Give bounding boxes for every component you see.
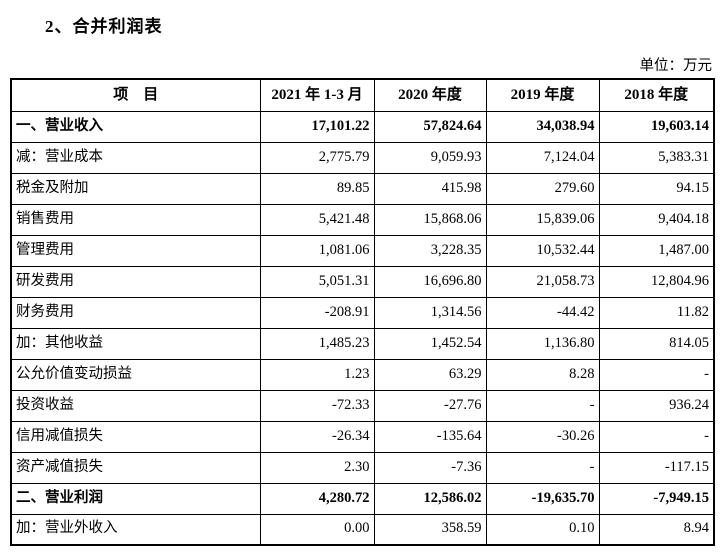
header-row: 项 目 2021 年 1-3 月 2020 年度 2019 年度 2018 年度: [10, 78, 715, 112]
row-label: 研发费用: [10, 265, 261, 298]
section-title: 2、合并利润表: [45, 17, 163, 36]
row-value: 9,059.93: [373, 141, 487, 174]
row-value: 7,124.04: [485, 141, 600, 174]
row-value: 10,532.44: [485, 234, 600, 267]
table-body: 一、营业收入 17,101.22 57,824.64 34,038.94 19,603.…: [10, 110, 715, 546]
table-row: 加：营业外收入 0.00 358.59 0.10 8.94: [10, 513, 715, 546]
row-label: 信用减值损失: [10, 420, 261, 453]
table-row: 研发费用 5,051.31 16,696.80 21,058.73 12,804.96: [10, 265, 715, 298]
table-header: 项 目 2021 年 1-3 月 2020 年度 2019 年度 2018 年度: [10, 78, 715, 112]
row-value: 5,383.31: [598, 141, 715, 174]
income-statement-table: 项 目 2021 年 1-3 月 2020 年度 2019 年度 2018 年度…: [10, 78, 715, 546]
row-value: 9,404.18: [598, 203, 715, 236]
row-label: 加：其他收益: [10, 327, 261, 360]
row-label: 资产减值损失: [10, 451, 261, 484]
row-label: 减：营业成本: [10, 141, 261, 174]
row-value: 936.24: [598, 389, 715, 422]
row-value: -: [485, 389, 600, 422]
row-value: 63.29: [373, 358, 487, 391]
row-value: -: [598, 420, 715, 453]
table-row: 管理费用 1,081.06 3,228.35 10,532.44 1,487.00: [10, 234, 715, 267]
row-value: 0.00: [259, 513, 375, 546]
table-row: 税金及附加 89.85 415.98 279.60 94.15: [10, 172, 715, 205]
column-header-2019: 2019 年度: [485, 78, 600, 112]
table-row: 加：其他收益 1,485.23 1,452.54 1,136.80 814.05: [10, 327, 715, 360]
table-row: 二、营业利润 4,280.72 12,586.02 -19,635.70 -7,949.…: [10, 482, 715, 515]
row-value: 15,868.06: [373, 203, 487, 236]
row-label: 财务费用: [10, 296, 261, 329]
table-row: 信用减值损失 -26.34 -135.64 -30.26-: [10, 420, 715, 453]
column-header-2018: 2018 年度: [598, 78, 715, 112]
row-value: 8.94: [598, 513, 715, 546]
row-value: 21,058.73: [485, 265, 600, 298]
row-label: 公允价值变动损益: [10, 358, 261, 391]
row-value: 16,696.80: [373, 265, 487, 298]
row-value: 17,101.22: [259, 110, 375, 143]
table-row: 销售费用 5,421.48 15,868.06 15,839.06 9,404.18: [10, 203, 715, 236]
row-value: 3,228.35: [373, 234, 487, 267]
row-value: -208.91: [259, 296, 375, 329]
row-value: 1,136.80: [485, 327, 600, 360]
row-value: -44.42: [485, 296, 600, 329]
row-label: 销售费用: [10, 203, 261, 236]
row-value: 11.82: [598, 296, 715, 329]
table-row: 财务费用 -208.91 1,314.56 -44.42 11.82: [10, 296, 715, 329]
row-value: -: [485, 451, 600, 484]
row-value: 19,603.14: [598, 110, 715, 143]
row-value: -7,949.15: [598, 482, 715, 515]
row-value: -30.26: [485, 420, 600, 453]
row-value: 94.15: [598, 172, 715, 205]
row-value: 279.60: [485, 172, 600, 205]
table-row: 投资收益 -72.33 -27.76-936.24: [10, 389, 715, 422]
row-value: 358.59: [373, 513, 487, 546]
row-value: 8.28: [485, 358, 600, 391]
row-value: 5,421.48: [259, 203, 375, 236]
row-value: 1,485.23: [259, 327, 375, 360]
row-value: -72.33: [259, 389, 375, 422]
column-header-2020: 2020 年度: [373, 78, 487, 112]
row-value: 1,452.54: [373, 327, 487, 360]
row-value: -: [598, 358, 715, 391]
row-value: 2,775.79: [259, 141, 375, 174]
table-row: 资产减值损失 2.30 -7.36- -117.15: [10, 451, 715, 484]
row-value: 2.30: [259, 451, 375, 484]
row-value: 15,839.06: [485, 203, 600, 236]
row-value: 1,081.06: [259, 234, 375, 267]
row-value: 1,314.56: [373, 296, 487, 329]
row-value: 34,038.94: [485, 110, 600, 143]
unit-label: 单位：万元: [639, 58, 713, 74]
row-value: 89.85: [259, 172, 375, 205]
row-value: -27.76: [373, 389, 487, 422]
row-value: 12,804.96: [598, 265, 715, 298]
row-label: 投资收益: [10, 389, 261, 422]
row-label: 管理费用: [10, 234, 261, 267]
row-value: -117.15: [598, 451, 715, 484]
column-header-item: 项 目: [10, 78, 261, 112]
column-header-2021q1: 2021 年 1-3 月: [259, 78, 375, 112]
row-value: 57,824.64: [373, 110, 487, 143]
row-value: 814.05: [598, 327, 715, 360]
table-row: 一、营业收入 17,101.22 57,824.64 34,038.94 19,603.…: [10, 110, 715, 143]
row-label: 税金及附加: [10, 172, 261, 205]
row-label: 二、营业利润: [10, 482, 261, 515]
row-value: 1,487.00: [598, 234, 715, 267]
row-value: -19,635.70: [485, 482, 600, 515]
row-label: 加：营业外收入: [10, 513, 261, 546]
row-value: 415.98: [373, 172, 487, 205]
table-row: 公允价值变动损益 1.23 63.29 8.28-: [10, 358, 715, 391]
row-value: 5,051.31: [259, 265, 375, 298]
row-label: 一、营业收入: [10, 110, 261, 143]
row-value: 1.23: [259, 358, 375, 391]
row-value: -26.34: [259, 420, 375, 453]
row-value: 0.10: [485, 513, 600, 546]
row-value: 12,586.02: [373, 482, 487, 515]
table-row: 减：营业成本 2,775.79 9,059.93 7,124.04 5,383.31: [10, 141, 715, 174]
row-value: -135.64: [373, 420, 487, 453]
row-value: -7.36: [373, 451, 487, 484]
row-value: 4,280.72: [259, 482, 375, 515]
